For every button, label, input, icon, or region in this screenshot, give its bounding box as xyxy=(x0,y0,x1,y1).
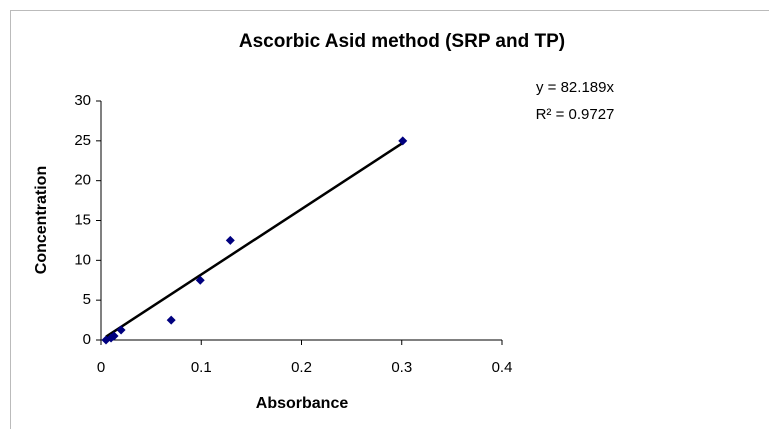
y-tick-label: 10 xyxy=(74,251,91,268)
x-tick-label: 0.4 xyxy=(492,359,513,376)
y-tick-label: 20 xyxy=(74,172,91,189)
y-tick-label: 5 xyxy=(83,291,91,308)
data-point xyxy=(398,136,408,146)
trendline xyxy=(105,141,404,338)
data-point xyxy=(195,275,205,285)
y-tick-label: 0 xyxy=(83,331,91,348)
x-axis-label: Absorbance xyxy=(256,395,349,412)
x-tick-label: 0.2 xyxy=(291,359,312,376)
data-point xyxy=(116,325,126,335)
y-tick-label: 15 xyxy=(74,211,91,228)
x-tick-label: 0.1 xyxy=(191,359,212,376)
y-axis-label: Concentration xyxy=(33,166,50,274)
x-tick-label: 0.3 xyxy=(391,359,412,376)
y-tick-label: 30 xyxy=(74,92,91,109)
r-squared: R² = 0.9727 xyxy=(536,106,615,123)
y-tick-label: 25 xyxy=(74,132,91,149)
chart-title: Ascorbic Asid method (SRP and TP) xyxy=(239,31,565,52)
data-point xyxy=(225,235,235,245)
chart-frame xyxy=(10,10,769,429)
data-point xyxy=(166,315,176,325)
data-point xyxy=(109,331,119,341)
trendline-equation: y = 82.189x xyxy=(536,79,614,96)
x-tick-label: 0 xyxy=(97,359,105,376)
